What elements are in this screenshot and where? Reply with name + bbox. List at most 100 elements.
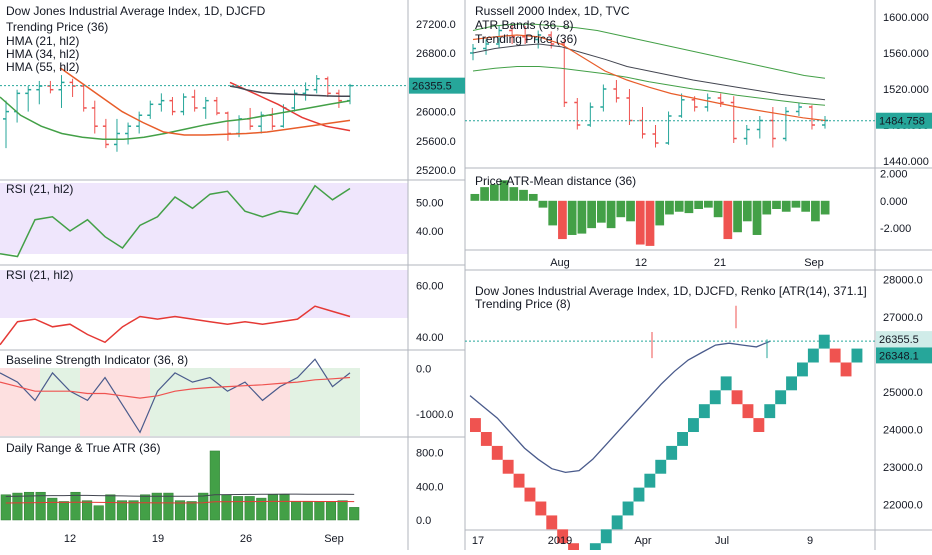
- dji-ytick: 25600.0: [416, 136, 456, 148]
- range-bar: [93, 505, 104, 521]
- renko-last-price: 26355.5: [879, 334, 919, 346]
- rsi-ytick: 50.00: [416, 198, 444, 210]
- distance-bar: [811, 200, 820, 222]
- renko-brick: [851, 348, 863, 363]
- baseline-regions: [0, 368, 360, 436]
- renko-brick: [775, 390, 787, 405]
- distance-bar: [713, 200, 723, 218]
- dji-legend-1: HMA (21, hl2): [6, 34, 79, 48]
- range-bar: [209, 450, 220, 521]
- renko-brick: [491, 445, 503, 460]
- baseline-region: [150, 368, 230, 436]
- rsi-line: [0, 305, 351, 346]
- rsi-line: [0, 184, 351, 258]
- dji-legend-2: HMA (34, hl2): [6, 47, 79, 61]
- renko-brick: [644, 473, 656, 488]
- renko-brick: [666, 445, 678, 460]
- range-bar: [186, 501, 197, 521]
- dji-last-price-bg: [409, 77, 465, 94]
- distance-bar: [606, 200, 616, 229]
- distance-bar: [684, 200, 694, 214]
- band-line: [472, 23, 826, 79]
- range-bar: [35, 491, 46, 521]
- distance-bar: [655, 200, 665, 226]
- distance-bar: [499, 180, 509, 201]
- distance-bar: [538, 200, 548, 208]
- distance-bar: [645, 200, 655, 246]
- renko-brick: [470, 418, 481, 433]
- range-bar: [279, 494, 290, 521]
- range-bar: [256, 497, 267, 521]
- distance-bar: [781, 200, 791, 212]
- rut-xtick: Aug: [550, 257, 570, 269]
- dji-last-price: 26355.5: [412, 81, 452, 93]
- range-bar: [302, 501, 313, 521]
- true-atr-line: [5, 493, 355, 497]
- distance-bar: [772, 200, 781, 209]
- range-bar: [70, 491, 81, 521]
- dji-ytick: 27200.0: [416, 19, 456, 31]
- range-bar: [82, 500, 93, 521]
- range-bar: [233, 496, 244, 521]
- price-atr-ytick: 2.000: [880, 168, 908, 180]
- range-bar: [23, 491, 35, 521]
- renko-brick: [622, 501, 634, 516]
- range-bar: [58, 501, 69, 521]
- renko-brick: [829, 348, 841, 363]
- renko-legend-0: Trending Price (8): [475, 297, 571, 311]
- baseline-signal-line: [0, 376, 351, 399]
- renko-ytick: 24000.0: [883, 424, 923, 436]
- renko-current-price-bg: [876, 347, 932, 364]
- rut-xtick: 12: [635, 257, 647, 269]
- baseline-region: [0, 368, 40, 436]
- band-line: [472, 43, 826, 101]
- range-bar: [325, 501, 337, 521]
- dji-title: Dow Jones Industrial Average Index, 1D, …: [6, 4, 266, 18]
- distance-bar: [820, 200, 830, 215]
- range-bar: [337, 500, 348, 521]
- range-bar: [221, 494, 232, 521]
- renko-brick: [840, 362, 852, 377]
- baseline-strength-line: [0, 358, 351, 434]
- distance-bar: [548, 200, 558, 226]
- series-line: [59, 67, 351, 136]
- distance-bar: [489, 184, 499, 201]
- renko-brick: [742, 404, 754, 419]
- distance-bar: [587, 200, 596, 229]
- distance-bar: [470, 193, 480, 201]
- dji-xtick: 19: [152, 533, 164, 545]
- distance-bar: [509, 187, 519, 201]
- rut-title: Russell 2000 Index, 1D, TVC: [475, 4, 630, 18]
- renko-brick: [720, 376, 732, 391]
- range-bar: [140, 494, 151, 521]
- range-bar: [198, 492, 209, 521]
- distance-bar: [723, 200, 733, 240]
- rut-last-price: 1484.758: [879, 116, 925, 128]
- range-bar: [151, 492, 162, 521]
- dji-candles: [0, 67, 408, 152]
- range-bar: [291, 501, 302, 521]
- distance-bar: [742, 200, 752, 222]
- renko-brick: [677, 432, 688, 446]
- rsi-2-title: RSI (21, hl2): [6, 268, 73, 282]
- renko-ytick: 27000.0: [883, 312, 923, 324]
- rut-legend-1: Trending Price (36): [475, 32, 577, 46]
- renko-brick: [557, 529, 569, 544]
- rsi-ytick: 40.00: [416, 332, 444, 344]
- range-bar: [349, 507, 360, 521]
- baseline-ytick: 0.0: [416, 363, 431, 375]
- range-bar: [267, 494, 278, 521]
- renko-trend-line: [469, 340, 771, 474]
- series-line: [229, 85, 350, 98]
- dji-xtick: 12: [64, 533, 76, 545]
- distance-bar: [519, 189, 528, 201]
- renko-brick: [709, 390, 721, 405]
- distance-bar: [528, 193, 538, 201]
- distance-bar: [577, 200, 587, 234]
- renko-xtick: 17: [472, 535, 484, 547]
- renko-brick: [535, 501, 547, 516]
- rsi-1-title: RSI (21, hl2): [6, 182, 73, 196]
- renko-xtick: 9: [807, 535, 813, 547]
